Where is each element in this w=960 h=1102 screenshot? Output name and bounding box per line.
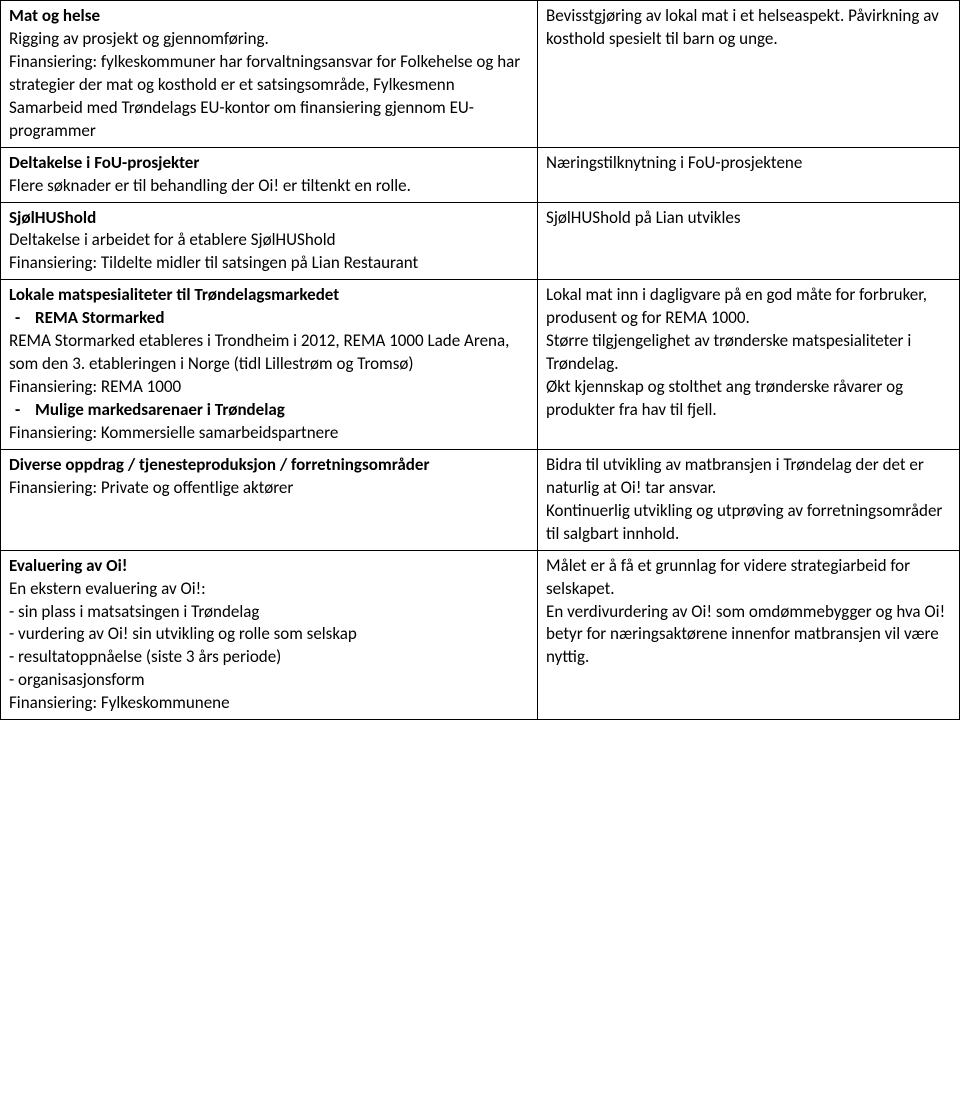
text-line: Finansiering: fylkeskommuner har forvalt…: [9, 51, 529, 97]
cell-left: Diverse oppdrag / tjenesteproduksjon / f…: [1, 449, 538, 550]
text-line: En ekstern evaluering av Oi!:: [9, 578, 529, 601]
text-line: Økt kjennskap og stolthet ang trønderske…: [546, 376, 951, 422]
dash-list: REMA Stormarked: [35, 307, 529, 330]
text-line: Finansiering: Kommersielle samarbeidspar…: [9, 422, 529, 445]
text-line: Diverse oppdrag / tjenesteproduksjon / f…: [9, 454, 529, 477]
table-row: Diverse oppdrag / tjenesteproduksjon / f…: [1, 449, 960, 550]
text-line: REMA Stormarked etableres i Trondheim i …: [9, 330, 529, 376]
table-row: Evaluering av Oi! En ekstern evaluering …: [1, 550, 960, 720]
text-line: Lokale matspesialiteter til Trøndelagsma…: [9, 284, 529, 307]
text-line: - organisasjonsform: [9, 669, 529, 692]
table-body: Mat og helse Rigging av prosjekt og gjen…: [1, 1, 960, 720]
text-line: Finansiering: Fylkeskommunene: [9, 692, 529, 715]
table-row: SjølHUShold Deltakelse i arbeidet for å …: [1, 202, 960, 280]
document-table: Mat og helse Rigging av prosjekt og gjen…: [0, 0, 960, 720]
text-line: Kontinuerlig utvikling og utprøving av f…: [546, 500, 951, 546]
text-line: Finansiering: Tildelte midler til satsin…: [9, 252, 529, 275]
table-row: Lokale matspesialiteter til Trøndelagsma…: [1, 280, 960, 450]
text-line: Rigging av prosjekt og gjennomføring.: [9, 28, 529, 51]
text-line: Lokal mat inn i dagligvare på en god måt…: [546, 284, 951, 330]
text-line: Samarbeid med Trøndelags EU-kontor om fi…: [9, 97, 529, 143]
text-line: Finansiering: REMA 1000: [9, 376, 529, 399]
cell-right: Målet er å få et grunnlag for videre str…: [538, 550, 960, 720]
dash-list: Mulige markedsarenaer i Trøndelag: [35, 399, 529, 422]
text-line: SjølHUShold: [9, 207, 529, 230]
cell-right: Bidra til utvikling av matbransjen i Trø…: [538, 449, 960, 550]
text-line: Flere søknader er til behandling der Oi!…: [9, 175, 529, 198]
cell-left: Lokale matspesialiteter til Trøndelagsma…: [1, 280, 538, 450]
text-line: En verdivurdering av Oi! som omdømmebygg…: [546, 601, 951, 670]
text-line: Evaluering av Oi!: [9, 555, 529, 578]
text-line: SjølHUShold på Lian utvikles: [546, 207, 951, 230]
text-line: - sin plass i matsatsingen i Trøndelag: [9, 601, 529, 624]
table-row: Deltakelse i FoU-prosjekter Flere søknad…: [1, 147, 960, 202]
cell-right: Lokal mat inn i dagligvare på en god måt…: [538, 280, 960, 450]
text-line: Mat og helse: [9, 5, 529, 28]
text-line: Målet er å få et grunnlag for videre str…: [546, 555, 951, 601]
list-item: REMA Stormarked: [35, 307, 529, 330]
text-line: Deltakelse i FoU-prosjekter: [9, 152, 529, 175]
text-line: Finansiering: Private og offentlige aktø…: [9, 477, 529, 500]
text-line: Bevisstgjøring av lokal mat i et helseas…: [546, 5, 951, 51]
cell-left: Evaluering av Oi! En ekstern evaluering …: [1, 550, 538, 720]
cell-right: Bevisstgjøring av lokal mat i et helseas…: [538, 1, 960, 148]
cell-right: SjølHUShold på Lian utvikles: [538, 202, 960, 280]
table-row: Mat og helse Rigging av prosjekt og gjen…: [1, 1, 960, 148]
text-line: Deltakelse i arbeidet for å etablere Sjø…: [9, 229, 529, 252]
cell-left: Mat og helse Rigging av prosjekt og gjen…: [1, 1, 538, 148]
cell-left: SjølHUShold Deltakelse i arbeidet for å …: [1, 202, 538, 280]
text-line: Næringstilknytning i FoU-prosjektene: [546, 152, 951, 175]
text-line: Større tilgjengelighet av trønderske mat…: [546, 330, 951, 376]
text-line: Bidra til utvikling av matbransjen i Trø…: [546, 454, 951, 500]
list-item: Mulige markedsarenaer i Trøndelag: [35, 399, 529, 422]
cell-left: Deltakelse i FoU-prosjekter Flere søknad…: [1, 147, 538, 202]
text-line: - vurdering av Oi! sin utvikling og roll…: [9, 623, 529, 646]
cell-right: Næringstilknytning i FoU-prosjektene: [538, 147, 960, 202]
text-line: - resultatoppnåelse (siste 3 års periode…: [9, 646, 529, 669]
